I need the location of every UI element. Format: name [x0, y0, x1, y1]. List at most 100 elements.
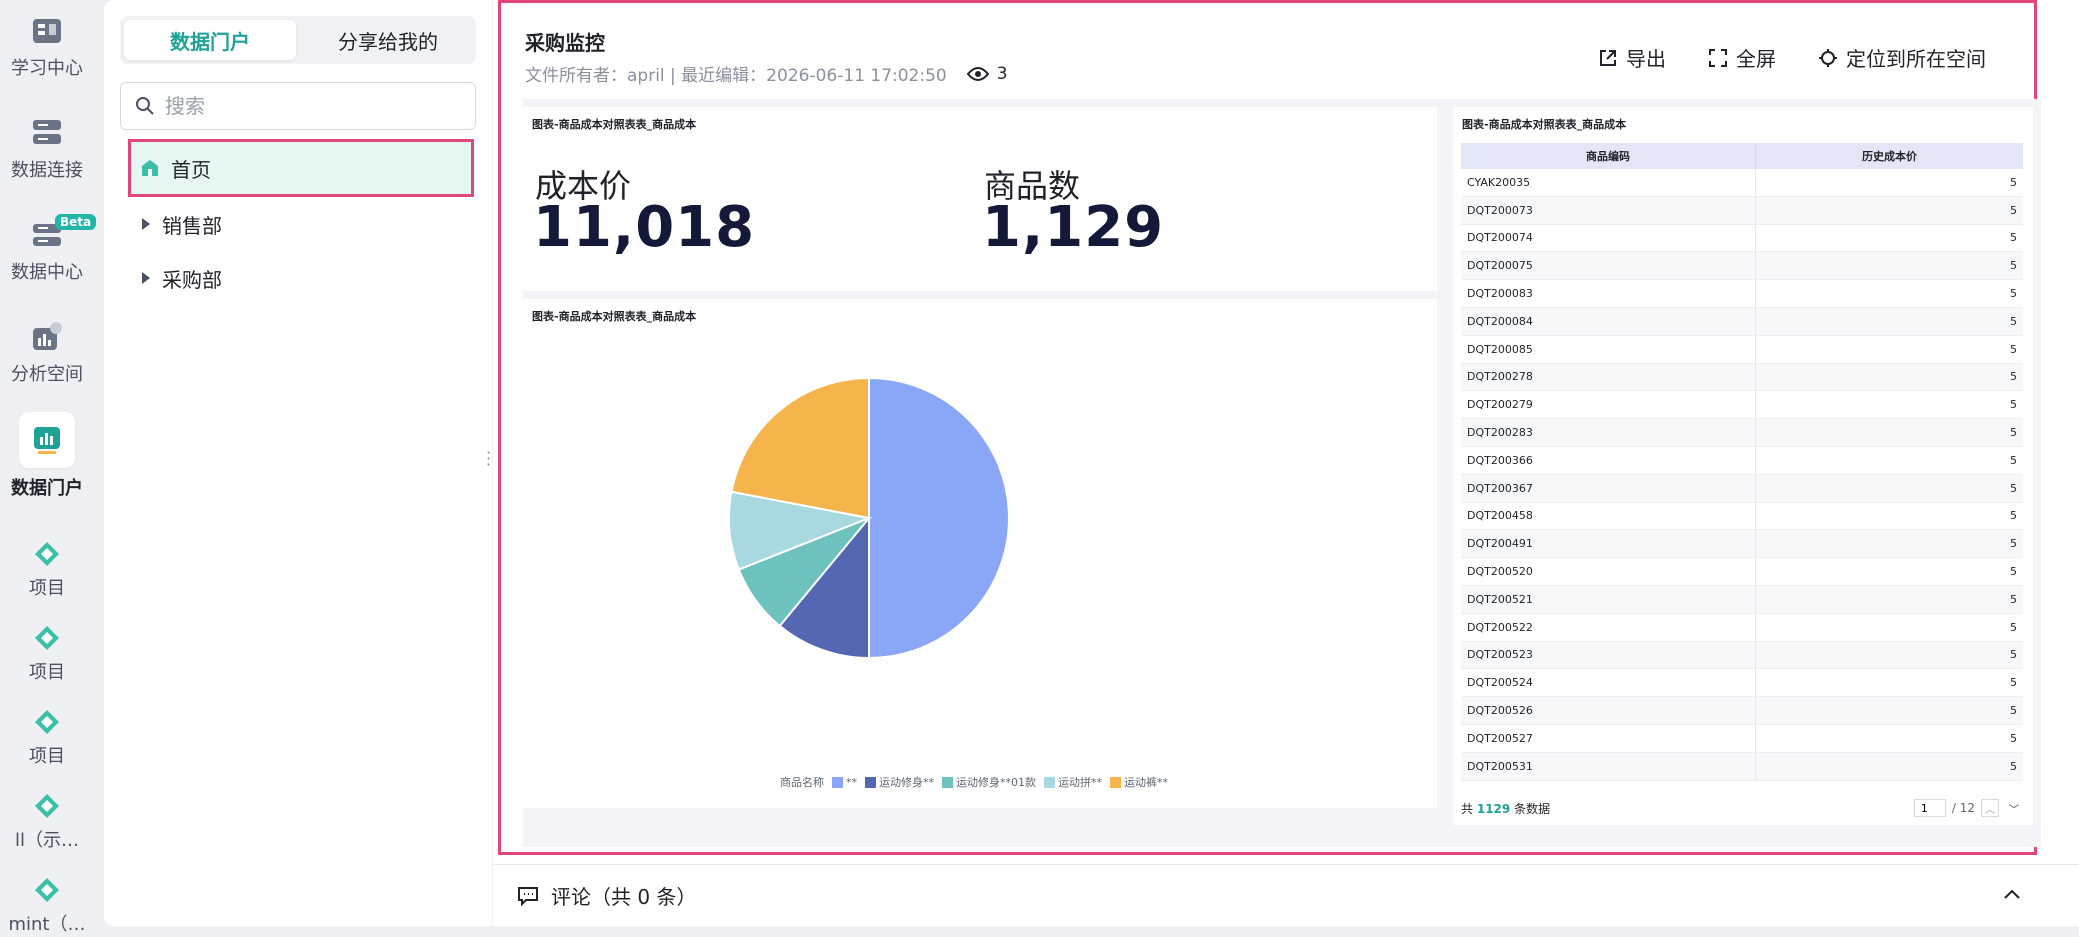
portal-nav-panel: 数据门户 分享给我的 首页 销售部 采购部 [104, 0, 492, 926]
locate-space-button[interactable]: 定位到所在空间 [1818, 43, 1986, 72]
cell-product-code: DQT200531 [1461, 752, 1756, 780]
pagination: / 12 ︿ ﹀ [1913, 799, 2023, 817]
fullscreen-button[interactable]: 全屏 [1708, 43, 1776, 72]
column-header-code[interactable]: 商品编码 [1461, 143, 1756, 169]
cell-product-code: DQT200520 [1461, 558, 1756, 585]
kpi-card[interactable]: 图表-商品成本对照表表_商品成本 成本价 11,018 商品数 1,129 [523, 107, 1437, 291]
column-header-cost[interactable]: 历史成本价 [1862, 150, 1917, 163]
table-row[interactable]: DQT200283 5 [1461, 419, 2023, 447]
cell-product-code: DQT200075 [1461, 252, 1756, 280]
legend-item[interactable]: 运动修身**01款 [942, 774, 1036, 790]
tab-data-portal[interactable]: 数据门户 [124, 20, 296, 60]
cell-history-cost: 5 [2010, 676, 2017, 690]
table-row[interactable]: DQT200523 5 [1461, 641, 2023, 670]
table-row[interactable]: DQT200524 5 [1461, 669, 2023, 698]
table-row[interactable]: DQT200458 5 [1461, 502, 2023, 531]
table-row[interactable]: DQT200084 5 [1461, 307, 2023, 336]
table-row[interactable]: CYAK20035 5 [1461, 169, 2023, 197]
page-next-button[interactable]: ﹀ [2005, 799, 2023, 817]
legend-item[interactable]: 运动裤** [1110, 774, 1168, 790]
rail-item-project-mint[interactable]: mint（… [0, 876, 94, 936]
table-row[interactable]: DQT200521 5 [1461, 585, 2023, 614]
table-row[interactable]: DQT200531 5 [1461, 752, 2023, 781]
card-title: 图表-商品成本对照表表_商品成本 [1462, 118, 1627, 131]
cell-history-cost: 5 [2010, 231, 2017, 245]
pie-chart[interactable] [523, 327, 1437, 797]
cell-history-cost: 5 [2010, 481, 2017, 495]
cell-history-cost: 5 [2010, 704, 2017, 718]
table-row[interactable]: DQT200075 5 [1461, 252, 2023, 281]
rail-item-project-3[interactable]: 项目 [0, 708, 94, 768]
rail-label: 项目 [29, 578, 65, 599]
rail-item-data-connect[interactable]: 数据连接 [0, 116, 94, 182]
search-box[interactable] [120, 82, 476, 130]
locate-label: 定位到所在空间 [1846, 47, 1986, 71]
diamond-icon [35, 710, 59, 734]
cell-history-cost: 5 [2010, 370, 2017, 384]
caret-right-icon[interactable] [142, 272, 150, 284]
table-row[interactable]: DQT200522 5 [1461, 613, 2023, 642]
rail-item-project-2[interactable]: 项目 [0, 624, 94, 684]
cell-history-cost: 5 [2010, 314, 2017, 328]
rail-label: mint（… [8, 914, 86, 935]
cell-history-cost: 5 [2010, 426, 2017, 440]
pie-chart-card[interactable]: 图表-商品成本对照表表_商品成本 商品名称 ** 运动修身** 运动修身**01款 运… [523, 299, 1437, 808]
cell-history-cost: 5 [2010, 648, 2017, 662]
table-row[interactable]: DQT200085 5 [1461, 335, 2023, 364]
data-table: 商品编码 历史成本价 CYAK20035 5 DQT200073 5 DQT200074… [1461, 143, 2023, 781]
panel-resize-handle[interactable]: · · · [486, 443, 492, 474]
pie-legend: 商品名称 ** 运动修身** 运动修身**01款 运动拼** 运动裤** [780, 774, 1168, 790]
rail-item-analysis[interactable]: 分析空间 [0, 320, 94, 386]
rail-item-learning[interactable]: 学习中心 [0, 14, 94, 80]
legend-item[interactable]: 运动拼** [1044, 774, 1102, 790]
page-input[interactable] [1913, 799, 1946, 817]
pie-slice[interactable] [728, 490, 873, 571]
rail-item-data-center[interactable]: Beta 数据中心 [0, 214, 97, 284]
page-prev-button[interactable]: ︿ [1981, 799, 1999, 817]
cell-product-code: DQT200491 [1461, 530, 1756, 558]
cell-history-cost: 5 [2010, 509, 2017, 523]
table-row[interactable]: DQT200278 5 [1461, 363, 2023, 392]
tree-item-home[interactable]: 首页 [128, 139, 474, 197]
search-input[interactable] [165, 94, 465, 118]
table-row[interactable]: DQT200527 5 [1461, 724, 2023, 753]
tree-item-sales[interactable]: 销售部 [128, 195, 474, 253]
rail-item-portal[interactable]: 数据门户 [0, 412, 94, 500]
caret-right-icon[interactable] [142, 218, 150, 230]
table-row[interactable]: DQT200520 5 [1461, 558, 2023, 586]
table-row[interactable]: DQT200083 5 [1461, 280, 2023, 308]
pie-slice[interactable] [778, 515, 870, 660]
table-card[interactable]: 图表-商品成本对照表表_商品成本 商品编码 历史成本价 CYAK20035 5 DQ… [1453, 107, 2033, 825]
legend-swatch [1110, 776, 1121, 788]
diamond-icon [35, 626, 59, 650]
table-row[interactable]: DQT200491 5 [1461, 530, 2023, 559]
pie-slice[interactable] [868, 376, 1010, 660]
export-button[interactable]: 导出 [1598, 43, 1666, 72]
table-row[interactable]: DQT200279 5 [1461, 391, 2023, 420]
card-title: 图表-商品成本对照表表_商品成本 [532, 310, 697, 323]
table-row[interactable]: DQT200073 5 [1461, 196, 2023, 225]
table-row[interactable]: DQT200074 5 [1461, 224, 2023, 253]
rail-item-project-ll[interactable]: ll（示… [0, 792, 94, 852]
chevron-up-icon[interactable] [2001, 883, 2023, 905]
legend-item[interactable]: ** [832, 776, 857, 789]
tree-item-label: 销售部 [162, 213, 222, 238]
rail-item-project-1[interactable]: 项目 [0, 540, 94, 600]
comments-bar[interactable]: 评论（共 0 条） [493, 864, 2079, 926]
tab-shared-with-me[interactable]: 分享给我的 [338, 29, 438, 54]
tree-item-purchasing[interactable]: 采购部 [128, 249, 474, 307]
portal-icon-box [19, 412, 75, 468]
export-label: 导出 [1626, 47, 1666, 71]
kpi-value-cost: 11,018 [533, 195, 756, 260]
row-count-value: 1129 [1476, 801, 1511, 816]
table-row[interactable]: DQT200366 5 [1461, 446, 2023, 475]
diamond-icon [35, 878, 59, 902]
search-icon [136, 97, 154, 115]
pie-slice[interactable] [730, 376, 870, 520]
database-icon [33, 120, 61, 144]
rail-label: 数据连接 [11, 160, 83, 181]
legend-item[interactable]: 运动修身** [865, 774, 934, 790]
table-row[interactable]: DQT200526 5 [1461, 697, 2023, 725]
table-row[interactable]: DQT200367 5 [1461, 474, 2023, 503]
rail-label: ll（示… [14, 830, 79, 851]
